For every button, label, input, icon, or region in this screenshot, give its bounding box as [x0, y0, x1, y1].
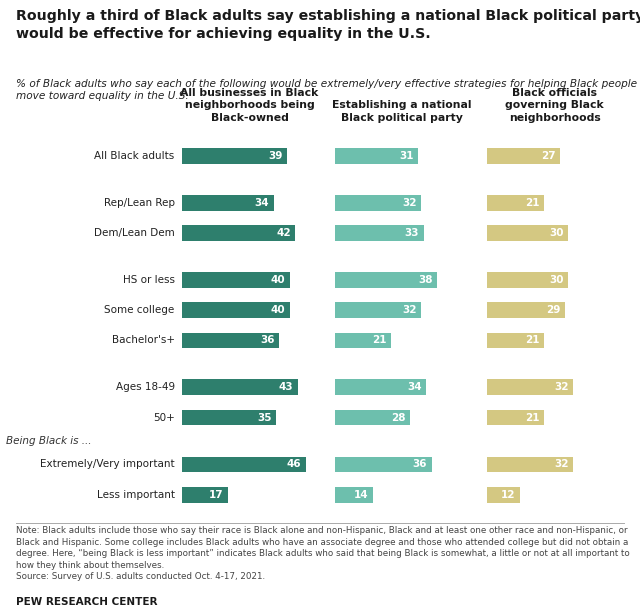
- Text: 30: 30: [549, 228, 564, 238]
- Text: 34: 34: [255, 198, 269, 208]
- FancyBboxPatch shape: [182, 379, 298, 395]
- Text: 32: 32: [554, 459, 569, 470]
- FancyBboxPatch shape: [488, 272, 568, 288]
- FancyBboxPatch shape: [488, 225, 568, 241]
- Text: % of Black adults who say each of the following would be extremely/very effectiv: % of Black adults who say each of the fo…: [16, 79, 637, 101]
- FancyBboxPatch shape: [488, 487, 520, 502]
- Text: 40: 40: [271, 275, 285, 285]
- Text: 17: 17: [209, 489, 223, 500]
- Text: 35: 35: [257, 413, 272, 422]
- FancyBboxPatch shape: [488, 195, 544, 211]
- FancyBboxPatch shape: [335, 272, 437, 288]
- Text: HS or less: HS or less: [123, 275, 175, 285]
- FancyBboxPatch shape: [182, 148, 287, 164]
- Text: Some college: Some college: [104, 305, 175, 315]
- FancyBboxPatch shape: [182, 457, 306, 472]
- Text: 30: 30: [549, 275, 564, 285]
- Text: Being Black is ...: Being Black is ...: [6, 436, 92, 446]
- Text: Extremely/Very important: Extremely/Very important: [40, 459, 175, 470]
- Text: 46: 46: [287, 459, 301, 470]
- Text: Rep/Lean Rep: Rep/Lean Rep: [104, 198, 175, 208]
- FancyBboxPatch shape: [182, 225, 295, 241]
- Text: Black officials
governing Black
neighborhoods: Black officials governing Black neighbor…: [505, 88, 604, 123]
- Text: Bachelor's+: Bachelor's+: [112, 335, 175, 346]
- FancyBboxPatch shape: [335, 303, 421, 318]
- Text: Ages 18-49: Ages 18-49: [116, 383, 175, 392]
- Text: Less important: Less important: [97, 489, 175, 500]
- FancyBboxPatch shape: [182, 487, 228, 502]
- FancyBboxPatch shape: [335, 195, 421, 211]
- FancyBboxPatch shape: [488, 410, 544, 426]
- Text: 21: 21: [525, 413, 540, 422]
- Text: 29: 29: [547, 305, 561, 315]
- FancyBboxPatch shape: [335, 379, 426, 395]
- Text: 43: 43: [279, 383, 293, 392]
- Text: 50+: 50+: [153, 413, 175, 422]
- Text: 14: 14: [353, 489, 368, 500]
- FancyBboxPatch shape: [182, 410, 276, 426]
- FancyBboxPatch shape: [335, 457, 431, 472]
- FancyBboxPatch shape: [488, 303, 565, 318]
- Text: 21: 21: [372, 335, 387, 346]
- Text: 40: 40: [271, 305, 285, 315]
- Text: 21: 21: [525, 335, 540, 346]
- FancyBboxPatch shape: [488, 457, 573, 472]
- Text: 36: 36: [260, 335, 275, 346]
- Text: 28: 28: [391, 413, 406, 422]
- Text: PEW RESEARCH CENTER: PEW RESEARCH CENTER: [16, 597, 157, 607]
- Text: 36: 36: [413, 459, 427, 470]
- Text: 21: 21: [525, 198, 540, 208]
- FancyBboxPatch shape: [335, 333, 391, 348]
- Text: 27: 27: [541, 151, 556, 161]
- FancyBboxPatch shape: [488, 148, 560, 164]
- FancyBboxPatch shape: [335, 487, 372, 502]
- Text: 32: 32: [402, 198, 417, 208]
- FancyBboxPatch shape: [488, 379, 573, 395]
- FancyBboxPatch shape: [335, 148, 418, 164]
- FancyBboxPatch shape: [182, 333, 279, 348]
- Text: 38: 38: [418, 275, 433, 285]
- Text: 39: 39: [268, 151, 283, 161]
- FancyBboxPatch shape: [182, 272, 290, 288]
- Text: 33: 33: [404, 228, 419, 238]
- Text: Note: Black adults include those who say their race is Black alone and non-Hispa: Note: Black adults include those who say…: [16, 526, 630, 581]
- Text: All Black adults: All Black adults: [95, 151, 175, 161]
- Text: 34: 34: [407, 383, 422, 392]
- Text: 32: 32: [554, 383, 569, 392]
- FancyBboxPatch shape: [182, 195, 274, 211]
- FancyBboxPatch shape: [335, 410, 410, 426]
- Text: 42: 42: [276, 228, 291, 238]
- Text: Dem/Lean Dem: Dem/Lean Dem: [94, 228, 175, 238]
- FancyBboxPatch shape: [488, 333, 544, 348]
- Text: 12: 12: [500, 489, 515, 500]
- Text: All businesses in Black
neighborhoods being
Black-owned: All businesses in Black neighborhoods be…: [180, 88, 319, 123]
- FancyBboxPatch shape: [335, 225, 424, 241]
- Text: Roughly a third of Black adults say establishing a national Black political part: Roughly a third of Black adults say esta…: [16, 9, 640, 41]
- Text: 32: 32: [402, 305, 417, 315]
- Text: Establishing a national
Black political party: Establishing a national Black political …: [332, 101, 472, 123]
- Text: 31: 31: [399, 151, 413, 161]
- FancyBboxPatch shape: [182, 303, 290, 318]
